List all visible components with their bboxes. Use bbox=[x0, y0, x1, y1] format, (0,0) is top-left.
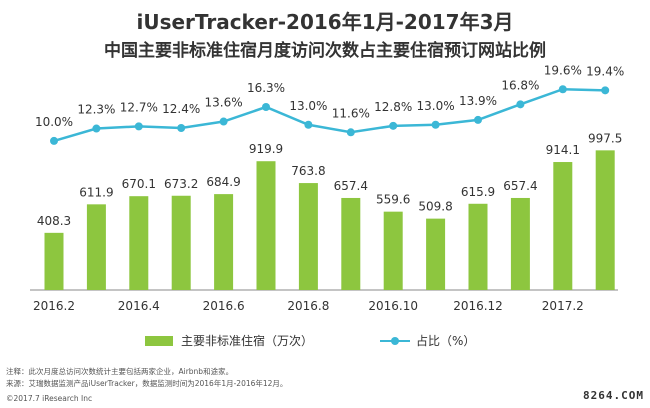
bar bbox=[553, 162, 573, 290]
bar-value-label: 611.9 bbox=[79, 185, 113, 199]
percent-value-label: 12.7% bbox=[120, 100, 158, 114]
legend-line: 占比（%） bbox=[380, 332, 475, 349]
bar-value-label: 684.9 bbox=[206, 175, 240, 189]
bar bbox=[595, 150, 615, 290]
bar-value-label: 919.9 bbox=[249, 142, 283, 156]
bar-value-label: 657.4 bbox=[503, 179, 537, 193]
percent-value-label: 13.0% bbox=[417, 99, 455, 113]
bar bbox=[86, 204, 106, 290]
bar bbox=[341, 197, 361, 290]
percent-value-label: 10.0% bbox=[35, 115, 73, 129]
bar bbox=[468, 203, 488, 290]
percent-point bbox=[50, 136, 58, 145]
footnote-note: 注释：此次月度总访问次数统计主要包括两家企业，Airbnb和途家。 bbox=[6, 367, 234, 376]
x-tick-label: 2016.6 bbox=[203, 299, 245, 313]
bar-value-label: 559.6 bbox=[376, 193, 410, 207]
bar bbox=[510, 197, 530, 290]
percent-value-label: 19.4% bbox=[586, 64, 624, 78]
x-tick-label: 2016.8 bbox=[287, 299, 329, 313]
percent-point bbox=[474, 115, 482, 124]
percent-point bbox=[389, 121, 398, 130]
percent-value-label: 12.3% bbox=[77, 103, 115, 117]
percent-value-label: 12.8% bbox=[374, 100, 412, 114]
bar bbox=[256, 161, 276, 290]
bar bbox=[383, 211, 403, 290]
bar-value-label: 657.4 bbox=[334, 179, 368, 193]
percent-point bbox=[262, 103, 270, 112]
percent-value-label: 13.0% bbox=[289, 99, 327, 113]
percent-point bbox=[219, 117, 228, 126]
x-tick-label: 2016.10 bbox=[368, 299, 418, 313]
legend-bar-label: 主要非标准住宿（万次） bbox=[181, 334, 314, 348]
bar-value-label: 670.1 bbox=[122, 177, 156, 191]
percent-line bbox=[53, 87, 606, 143]
chart-svg: 408.3 611.9 670.1 673.2 684.9 919.9 763.8 657.4… bbox=[30, 63, 624, 313]
percent-point bbox=[558, 85, 567, 94]
percent-point bbox=[431, 120, 440, 129]
percent-point bbox=[516, 100, 525, 109]
percent-point bbox=[304, 120, 313, 129]
bar-value-label: 914.1 bbox=[546, 143, 580, 157]
percent-point bbox=[346, 128, 355, 137]
legend-line-swatch bbox=[380, 336, 410, 346]
x-tick-label: 2016.12 bbox=[453, 299, 503, 313]
bar-value-label: 509.8 bbox=[418, 200, 452, 214]
x-tick-label: 2016.2 bbox=[33, 299, 75, 313]
percent-value-label: 11.6% bbox=[332, 106, 370, 120]
bar bbox=[44, 232, 64, 290]
bar-value-label: 763.8 bbox=[291, 164, 325, 178]
bar-value-label: 673.2 bbox=[164, 177, 198, 191]
bar bbox=[129, 196, 149, 290]
chart-title: iUserTracker-2016年1月-2017年3月 bbox=[136, 10, 514, 34]
watermark-logo: 8264.COM bbox=[583, 389, 644, 402]
percent-point bbox=[134, 122, 143, 131]
bar-value-label: 408.3 bbox=[37, 214, 71, 228]
footnote-source: 来源：艾瑞数据监测产品iUserTracker，数据监测时间为2016年1月-2… bbox=[6, 379, 288, 388]
legend-bar: 主要非标准住宿（万次） bbox=[145, 332, 313, 349]
bar bbox=[214, 194, 234, 290]
percent-point bbox=[177, 123, 186, 132]
percent-value-label: 12.4% bbox=[162, 102, 200, 116]
percent-value-label: 19.6% bbox=[544, 63, 582, 77]
percent-point bbox=[601, 86, 610, 95]
legend-line-label: 占比（%） bbox=[416, 334, 476, 348]
bar bbox=[426, 218, 446, 290]
percent-value-label: 16.8% bbox=[501, 78, 539, 92]
copyright: ©2017.7 iResearch Inc bbox=[6, 394, 93, 403]
x-tick-label: 2017.2 bbox=[542, 299, 584, 313]
bar bbox=[298, 183, 318, 290]
x-tick-label: 2016.4 bbox=[118, 299, 160, 313]
chart-subtitle: 中国主要非标准住宿月度访问次数占主要住宿预订网站比例 bbox=[104, 41, 546, 61]
bar-value-label: 997.5 bbox=[588, 131, 622, 145]
legend-bar-swatch bbox=[145, 335, 173, 346]
percent-point bbox=[92, 124, 101, 133]
bar-value-label: 615.9 bbox=[461, 185, 495, 199]
percent-value-label: 16.3% bbox=[247, 81, 285, 95]
bar bbox=[171, 195, 191, 290]
percent-value-label: 13.9% bbox=[459, 94, 497, 108]
percent-value-label: 13.6% bbox=[205, 96, 243, 110]
